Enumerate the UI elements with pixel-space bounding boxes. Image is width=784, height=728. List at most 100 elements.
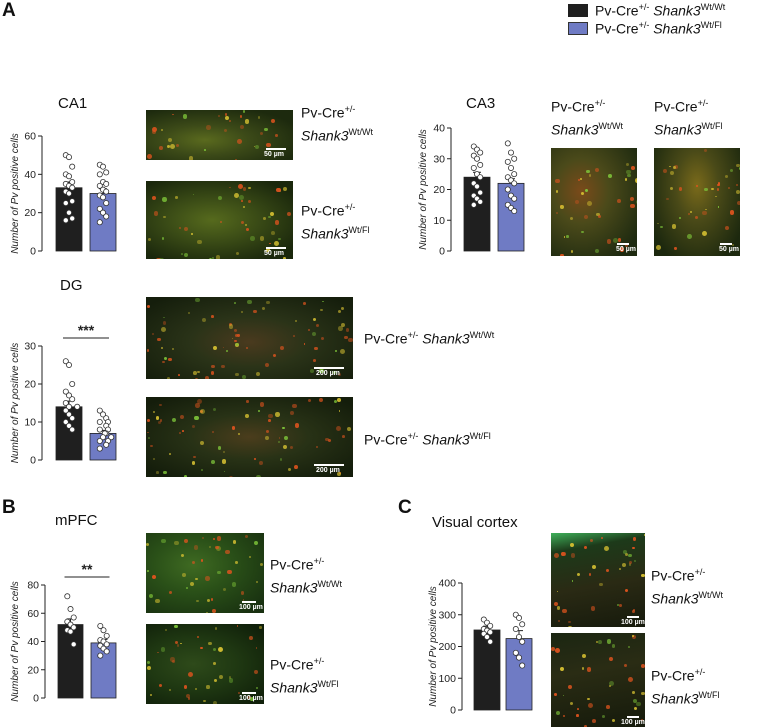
labeled-cell — [715, 195, 717, 198]
labeled-cell — [209, 257, 213, 259]
labeled-cell — [247, 199, 251, 203]
labeled-cell — [256, 371, 261, 376]
micrograph-dg-fl: 200 µm — [146, 397, 353, 477]
labeled-cell — [159, 146, 163, 150]
labeled-cell — [178, 226, 182, 229]
labeled-cell — [170, 656, 175, 662]
labeled-cell — [261, 306, 266, 311]
labeled-cell — [264, 127, 268, 132]
labeled-cell — [149, 593, 154, 599]
labeled-cell — [216, 536, 222, 541]
labeled-cell — [633, 706, 637, 710]
labeled-cell — [635, 701, 641, 707]
labeled-cell — [703, 149, 707, 153]
labeled-cell — [274, 240, 280, 246]
labeled-cell — [674, 165, 679, 169]
labeled-cell — [267, 418, 271, 422]
data-point — [487, 638, 494, 645]
data-point — [103, 648, 110, 655]
micrograph-ca3-wt: 50 µm — [551, 148, 637, 256]
labeled-cell — [314, 346, 318, 350]
labeled-cell — [205, 611, 208, 613]
data-point — [103, 641, 110, 648]
labeled-cell — [208, 641, 213, 646]
labeled-cell — [278, 441, 281, 444]
labeled-cell — [288, 467, 292, 471]
labeled-cell — [581, 653, 587, 658]
labeled-cell — [244, 413, 249, 418]
labeled-cell — [303, 343, 306, 345]
labeled-cell — [338, 409, 341, 412]
data-point — [66, 173, 73, 180]
labeled-cell — [220, 221, 223, 224]
labeled-cell — [272, 353, 276, 357]
labeled-cell — [725, 175, 729, 178]
labeled-cell — [197, 635, 200, 639]
labeled-cell — [687, 234, 692, 240]
labeled-cell — [161, 538, 166, 544]
labeled-cell — [335, 426, 341, 432]
labeled-cell — [338, 373, 342, 377]
labeled-cell — [616, 603, 619, 606]
labeled-cell — [294, 423, 300, 428]
data-point — [470, 201, 477, 208]
labeled-cell — [608, 685, 611, 687]
labeled-cell — [560, 552, 565, 557]
scale-bar — [617, 243, 629, 245]
labeled-cell — [560, 205, 565, 210]
data-point — [69, 426, 76, 433]
labeled-cell — [188, 311, 191, 314]
labeled-cell — [225, 549, 230, 555]
data-point — [103, 441, 110, 448]
labeled-cell — [209, 546, 212, 549]
labeled-cell — [217, 647, 223, 653]
labeled-cell — [193, 455, 196, 459]
bar-wt — [473, 629, 501, 711]
data-point — [69, 179, 76, 186]
labeled-cell — [626, 169, 631, 175]
data-point — [103, 180, 110, 187]
labeled-cell — [583, 725, 587, 727]
labeled-cell — [253, 540, 259, 546]
y-tick-label: 20 — [24, 379, 36, 391]
caption-dg-wt: Pv-Cre+/- Shank3Wt/Wt — [364, 330, 495, 347]
scale-bar — [314, 464, 344, 466]
labeled-cell — [213, 537, 216, 540]
micrograph-vc-wt: 100 µm — [551, 533, 645, 627]
labeled-cell — [240, 310, 244, 314]
labeled-cell — [268, 215, 271, 219]
caption-ca1-wt: Pv-Cre+/- Shank3Wt/Wt — [301, 104, 373, 144]
labeled-cell — [636, 199, 637, 205]
y-tick-label: 20 — [27, 664, 39, 676]
labeled-cell — [156, 257, 162, 259]
labeled-cell — [212, 609, 217, 613]
data-point — [512, 626, 519, 633]
labeled-cell — [196, 399, 202, 405]
labeled-cell — [211, 431, 214, 433]
legend-label-fl: Pv-Cre+/- Shank3Wt/Fl — [595, 20, 722, 37]
labeled-cell — [346, 427, 351, 432]
labeled-cell — [294, 464, 298, 469]
labeled-cell — [188, 155, 194, 160]
labeled-cell — [333, 399, 338, 403]
labeled-cell — [588, 572, 592, 576]
labeled-cell — [247, 299, 252, 305]
data-point — [504, 140, 511, 147]
labeled-cell — [628, 560, 633, 565]
labeled-cell — [586, 667, 592, 672]
data-point — [508, 149, 515, 156]
labeled-cell — [579, 177, 582, 180]
labeled-cell — [632, 537, 637, 541]
labeled-cell — [167, 137, 173, 142]
labeled-cell — [290, 410, 295, 415]
labeled-cell — [606, 239, 612, 244]
labeled-cell — [153, 457, 156, 460]
labeled-cell — [608, 174, 613, 179]
labeled-cell — [201, 536, 204, 539]
labeled-cell — [590, 606, 596, 611]
labeled-cell — [257, 410, 260, 413]
labeled-cell — [187, 697, 191, 701]
bar-wt — [463, 176, 491, 252]
labeled-cell — [193, 545, 198, 550]
